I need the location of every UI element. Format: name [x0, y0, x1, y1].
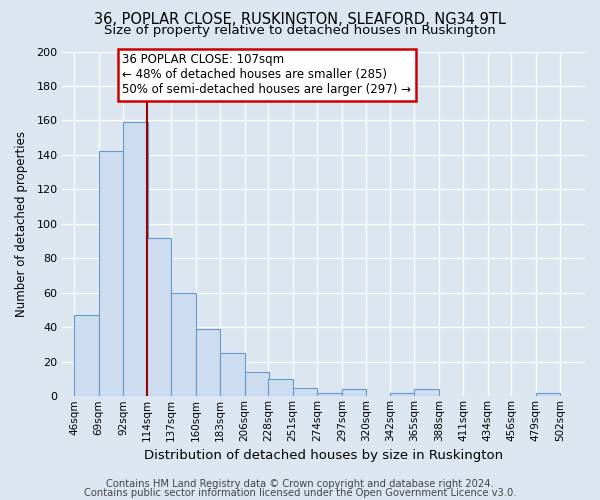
- Bar: [146, 238, 171, 396]
- Text: 36 POPLAR CLOSE: 107sqm
← 48% of detached houses are smaller (285)
50% of semi-d: 36 POPLAR CLOSE: 107sqm ← 48% of detache…: [122, 53, 412, 96]
- Bar: [536, 393, 560, 396]
- Y-axis label: Number of detached properties: Number of detached properties: [15, 131, 28, 317]
- Bar: [220, 353, 245, 397]
- Bar: [390, 393, 415, 396]
- Text: Contains HM Land Registry data © Crown copyright and database right 2024.: Contains HM Land Registry data © Crown c…: [106, 479, 494, 489]
- Bar: [171, 293, 196, 397]
- Bar: [317, 393, 342, 396]
- Text: 36, POPLAR CLOSE, RUSKINGTON, SLEAFORD, NG34 9TL: 36, POPLAR CLOSE, RUSKINGTON, SLEAFORD, …: [94, 12, 506, 28]
- Text: Size of property relative to detached houses in Ruskington: Size of property relative to detached ho…: [104, 24, 496, 37]
- Bar: [293, 388, 317, 396]
- Bar: [342, 390, 367, 396]
- Bar: [98, 152, 123, 396]
- Text: Contains public sector information licensed under the Open Government Licence v3: Contains public sector information licen…: [84, 488, 516, 498]
- Bar: [74, 315, 98, 396]
- Bar: [245, 372, 269, 396]
- Bar: [123, 122, 148, 396]
- Bar: [268, 379, 293, 396]
- Bar: [196, 329, 220, 396]
- X-axis label: Distribution of detached houses by size in Ruskington: Distribution of detached houses by size …: [144, 450, 503, 462]
- Bar: [415, 390, 439, 396]
